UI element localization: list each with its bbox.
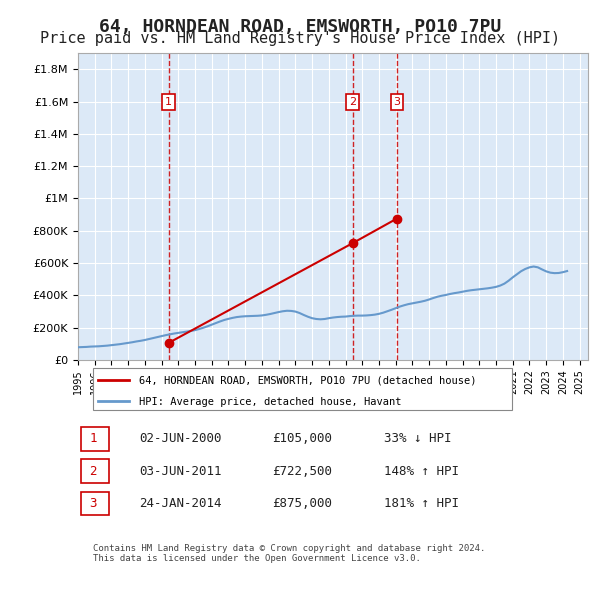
Text: 64, HORNDEAN ROAD, EMSWORTH, PO10 7PU (detached house): 64, HORNDEAN ROAD, EMSWORTH, PO10 7PU (d… (139, 376, 476, 386)
Text: £722,500: £722,500 (272, 464, 332, 478)
FancyBboxPatch shape (80, 491, 109, 515)
Text: 03-JUN-2011: 03-JUN-2011 (139, 464, 222, 478)
Text: 2: 2 (349, 97, 356, 107)
FancyBboxPatch shape (94, 369, 511, 410)
Text: 24-JAN-2014: 24-JAN-2014 (139, 497, 222, 510)
Text: 33% ↓ HPI: 33% ↓ HPI (384, 432, 452, 445)
Text: 02-JUN-2000: 02-JUN-2000 (139, 432, 222, 445)
Text: 2: 2 (89, 464, 97, 478)
Text: 3: 3 (89, 497, 97, 510)
Text: £105,000: £105,000 (272, 432, 332, 445)
Text: Price paid vs. HM Land Registry's House Price Index (HPI): Price paid vs. HM Land Registry's House … (40, 31, 560, 46)
Text: 181% ↑ HPI: 181% ↑ HPI (384, 497, 459, 510)
Text: 148% ↑ HPI: 148% ↑ HPI (384, 464, 459, 478)
Text: £875,000: £875,000 (272, 497, 332, 510)
FancyBboxPatch shape (80, 459, 109, 483)
Text: 1: 1 (165, 97, 172, 107)
Text: Contains HM Land Registry data © Crown copyright and database right 2024.
This d: Contains HM Land Registry data © Crown c… (94, 544, 485, 563)
Text: 3: 3 (394, 97, 400, 107)
Text: HPI: Average price, detached house, Havant: HPI: Average price, detached house, Hava… (139, 396, 402, 407)
Text: 1: 1 (89, 432, 97, 445)
Text: 64, HORNDEAN ROAD, EMSWORTH, PO10 7PU: 64, HORNDEAN ROAD, EMSWORTH, PO10 7PU (99, 18, 501, 35)
FancyBboxPatch shape (80, 427, 109, 451)
